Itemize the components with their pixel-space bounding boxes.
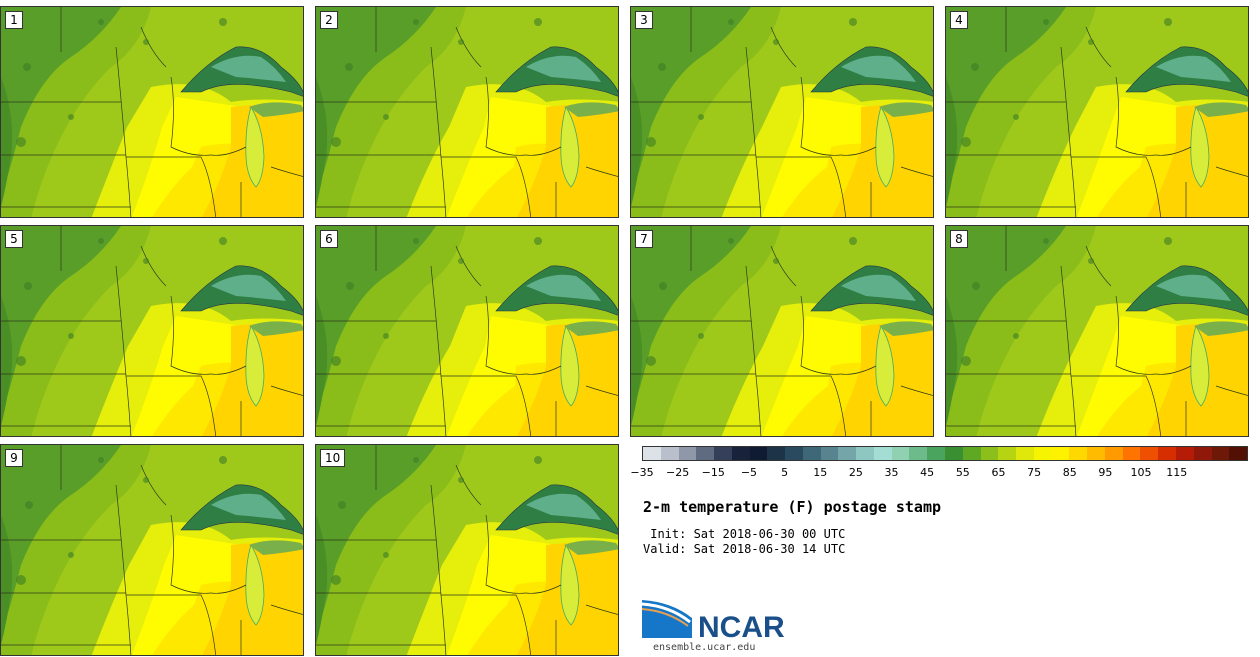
ncar-logo: NCAR bbox=[641, 600, 792, 644]
colorbar-swatch bbox=[1140, 447, 1159, 460]
valid-time: Valid: Sat 2018-06-30 14 UTC bbox=[643, 542, 846, 556]
ensemble-member-label: 2 bbox=[320, 11, 338, 29]
stamp-map bbox=[631, 7, 933, 217]
colorbar-tick: 115 bbox=[1166, 466, 1188, 479]
colorbar-tick: 35 bbox=[884, 466, 899, 479]
colorbar-swatch bbox=[980, 447, 999, 460]
ensemble-member-label: 3 bbox=[635, 11, 653, 29]
stamp-map bbox=[1, 7, 303, 217]
stamp-map bbox=[316, 226, 618, 436]
colorbar-swatch bbox=[909, 447, 928, 460]
colorbar-swatch bbox=[1175, 447, 1194, 460]
colorbar-swatch bbox=[945, 447, 963, 460]
postage-stamp-panel: 3 bbox=[630, 6, 934, 218]
stamp-map bbox=[946, 226, 1248, 436]
colorbar-swatch bbox=[1051, 447, 1070, 460]
postage-stamp-panel: 10 bbox=[315, 444, 619, 656]
colorbar-swatch bbox=[1229, 447, 1248, 460]
colorbar-tick: 85 bbox=[1062, 466, 1077, 479]
colorbar-swatch bbox=[731, 447, 750, 460]
colorbar-swatch bbox=[785, 447, 803, 460]
postage-stamp-panel: 4 bbox=[945, 6, 1249, 218]
ensemble-member-label: 9 bbox=[5, 449, 23, 467]
colorbar-swatch bbox=[927, 447, 946, 460]
logo-url: ensemble.ucar.edu bbox=[653, 642, 756, 653]
colorbar-tick: 25 bbox=[848, 466, 863, 479]
colorbar-swatch bbox=[891, 447, 910, 460]
ensemble-member-label: 10 bbox=[320, 449, 346, 467]
colorbar-tick: −5 bbox=[740, 466, 758, 479]
colorbar-tick: 75 bbox=[1027, 466, 1042, 479]
colorbar-swatch bbox=[1122, 447, 1141, 460]
colorbar-tick: 55 bbox=[955, 466, 970, 479]
postage-stamp-panel: 7 bbox=[630, 225, 934, 437]
colorbar-tick: 65 bbox=[991, 466, 1006, 479]
colorbar-swatch bbox=[1104, 447, 1123, 460]
colorbar-swatch bbox=[767, 447, 786, 460]
stamp-map bbox=[1, 445, 303, 655]
stamp-map bbox=[631, 226, 933, 436]
colorbar-swatch bbox=[1211, 447, 1230, 460]
colorbar-tick: 45 bbox=[920, 466, 935, 479]
ensemble-member-label: 7 bbox=[635, 230, 653, 248]
ensemble-member-label: 8 bbox=[950, 230, 968, 248]
colorbar-swatch bbox=[1016, 447, 1034, 460]
ensemble-member-label: 4 bbox=[950, 11, 968, 29]
colorbar-swatch bbox=[678, 447, 697, 460]
colorbar-swatch bbox=[749, 447, 768, 460]
colorbar-swatch bbox=[873, 447, 892, 460]
postage-stamp-panel: 6 bbox=[315, 225, 619, 437]
stamp-map bbox=[946, 7, 1248, 217]
colorbar-tick: −15 bbox=[701, 466, 725, 479]
ensemble-member-label: 5 bbox=[5, 230, 23, 248]
ncar-wordmark: NCAR bbox=[698, 611, 785, 644]
colorbar-swatch bbox=[802, 447, 821, 460]
colorbar-swatch bbox=[962, 447, 981, 460]
colorbar-swatch bbox=[1193, 447, 1212, 460]
temperature-colorbar bbox=[642, 446, 1248, 461]
ensemble-member-label: 1 bbox=[5, 11, 23, 29]
init-time: Init: Sat 2018-06-30 00 UTC bbox=[643, 527, 846, 541]
colorbar-tick: 105 bbox=[1130, 466, 1152, 479]
colorbar-swatch bbox=[998, 447, 1017, 460]
colorbar-swatch bbox=[660, 447, 679, 460]
ensemble-member-label: 6 bbox=[320, 230, 338, 248]
colorbar-swatch bbox=[714, 447, 732, 460]
colorbar-swatch bbox=[856, 447, 874, 460]
colorbar-tick-labels: −35 −25 −15 −5 5 15 25 35 45 55 65 75 85 95 105 115 bbox=[630, 466, 1248, 482]
colorbar-tick: −25 bbox=[666, 466, 690, 479]
stamp-map bbox=[316, 7, 618, 217]
colorbar-tick: 5 bbox=[781, 466, 789, 479]
colorbar-swatch bbox=[838, 447, 857, 460]
postage-stamp-panel: 5 bbox=[0, 225, 304, 437]
product-title: 2-m temperature (F) postage stamp bbox=[643, 498, 942, 516]
postage-stamp-panel: 2 bbox=[315, 6, 619, 218]
colorbar-tick: −35 bbox=[630, 466, 654, 479]
colorbar-swatch bbox=[696, 447, 715, 460]
colorbar-swatch bbox=[1158, 447, 1176, 460]
postage-stamp-panel: 1 bbox=[0, 6, 304, 218]
postage-stamp-panel: 8 bbox=[945, 225, 1249, 437]
colorbar-swatch bbox=[1087, 447, 1105, 460]
colorbar-tick: 95 bbox=[1098, 466, 1113, 479]
colorbar-swatch bbox=[1069, 447, 1088, 460]
colorbar-swatch bbox=[643, 447, 661, 460]
colorbar-swatch bbox=[1033, 447, 1052, 460]
postage-stamp-panel: 9 bbox=[0, 444, 304, 656]
stamp-map bbox=[1, 226, 303, 436]
stamp-map bbox=[316, 445, 618, 655]
colorbar-tick: 15 bbox=[813, 466, 828, 479]
colorbar-swatch bbox=[820, 447, 839, 460]
